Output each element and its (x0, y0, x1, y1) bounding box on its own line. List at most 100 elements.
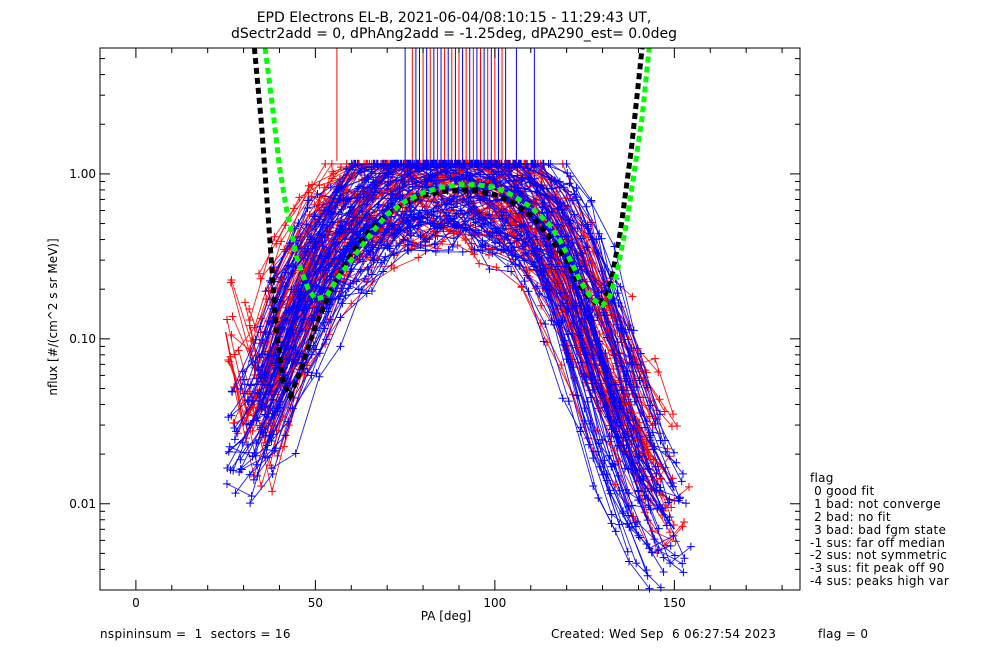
data-point (390, 264, 399, 273)
data-point (654, 368, 663, 377)
data-point (382, 184, 391, 193)
data-point (461, 223, 470, 232)
data-point (373, 202, 382, 211)
data-point (470, 245, 479, 254)
data-point (444, 246, 453, 255)
data-point (336, 313, 345, 322)
data-point (555, 288, 564, 297)
data-point (504, 159, 513, 168)
data-point (236, 455, 245, 464)
data-point (570, 210, 579, 219)
data-point (644, 495, 653, 504)
series-line (231, 163, 637, 471)
data-point (601, 349, 610, 358)
data-point (613, 441, 622, 450)
data-point (276, 273, 285, 282)
data-point (312, 369, 321, 378)
y-tick-label: 0.01 (69, 497, 96, 511)
data-point (314, 215, 323, 224)
data-point (476, 196, 485, 205)
data-point (431, 231, 440, 240)
data-point (635, 533, 644, 542)
data-point (595, 229, 604, 238)
data-point (643, 516, 652, 525)
data-point (327, 159, 336, 168)
data-point (256, 322, 265, 331)
data-point (380, 256, 389, 265)
data-point (433, 244, 442, 253)
data-point (659, 568, 668, 577)
data-point (250, 323, 259, 332)
data-point (587, 375, 596, 384)
data-point (481, 214, 490, 223)
data-point (228, 312, 237, 321)
data-point (569, 363, 578, 372)
data-point (533, 188, 542, 197)
data-point (528, 159, 537, 168)
data-point (615, 404, 624, 413)
data-point (594, 288, 603, 297)
data-point (337, 205, 346, 214)
plot-frame (99, 47, 801, 591)
data-point (281, 431, 290, 440)
data-point (607, 462, 616, 471)
x-axis-label: PA [deg] (421, 609, 471, 623)
data-point (227, 387, 236, 396)
data-point (540, 198, 549, 207)
legend: flag 0 good fit 1 bad: not converge 2 ba… (810, 472, 949, 588)
data-point (324, 330, 333, 339)
data-point (605, 432, 614, 441)
data-point (339, 196, 348, 205)
data-point (543, 242, 552, 251)
data-point (627, 501, 636, 510)
data-point (623, 547, 632, 556)
data-point (634, 441, 643, 450)
data-point (368, 241, 377, 250)
data-point (511, 252, 520, 261)
data-point (583, 243, 592, 252)
data-point (521, 248, 530, 257)
data-point (401, 207, 410, 216)
data-point (225, 442, 234, 451)
data-point (484, 210, 493, 219)
data-point (560, 201, 569, 210)
data-point (507, 267, 516, 276)
data-point (412, 159, 421, 168)
data-point (285, 355, 294, 364)
data-point (310, 222, 319, 231)
data-point (226, 278, 235, 287)
data-point (356, 168, 365, 177)
data-point (423, 182, 432, 191)
data-point (338, 222, 347, 231)
data-point (678, 469, 687, 478)
data-point (614, 299, 623, 308)
data-point (373, 160, 382, 169)
data-point (256, 274, 265, 283)
data-point (584, 440, 593, 449)
data-point (497, 207, 506, 216)
data-point (605, 486, 614, 495)
data-point (628, 358, 637, 367)
data-point (270, 446, 279, 455)
data-point (643, 383, 652, 392)
data-point (669, 410, 678, 419)
data-point (518, 174, 527, 183)
data-point (245, 470, 254, 479)
data-point (679, 568, 688, 577)
data-point (301, 247, 310, 256)
axes-layer: 0 50 100 150 0.01 0.10 1.00 (69, 47, 801, 610)
data-point (380, 228, 389, 237)
data-point (625, 380, 634, 389)
data-point (469, 214, 478, 223)
data-point (355, 182, 364, 191)
data-point (520, 256, 529, 265)
data-point (620, 464, 629, 473)
data-point (589, 482, 598, 491)
data-point (511, 260, 520, 269)
data-point (439, 223, 448, 232)
data-point (367, 167, 376, 176)
data-point (260, 402, 269, 411)
data-point (331, 247, 340, 256)
data-point (645, 433, 654, 442)
data-point (611, 527, 620, 536)
